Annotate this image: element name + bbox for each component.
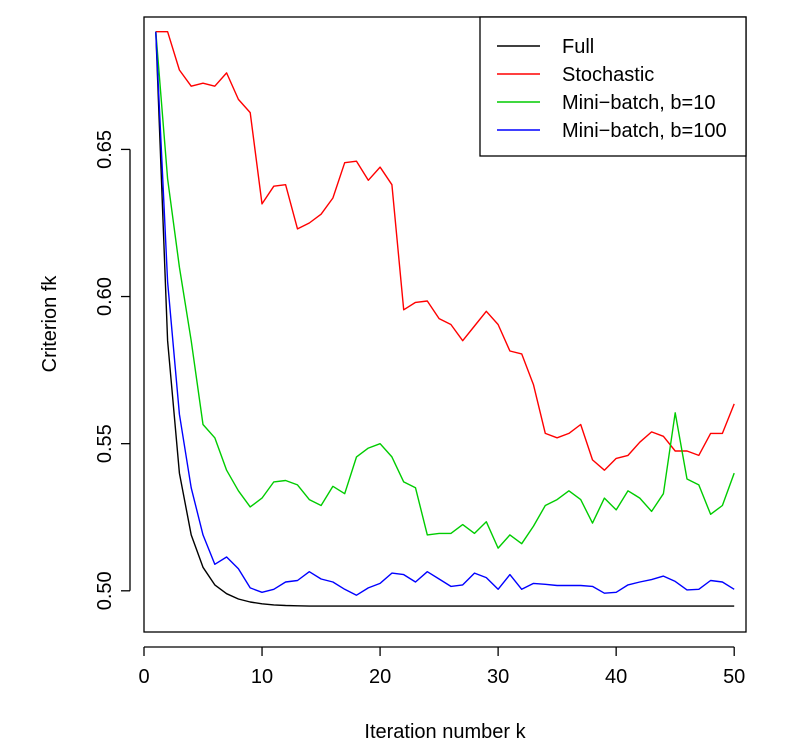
x-tick-label: 10 [251,666,273,688]
x-tick-label: 0 [138,666,149,688]
series-line-1 [155,31,735,471]
x-axis: 0 10 20 30 40 50 [138,646,745,688]
x-tick-label: 40 [605,666,627,688]
x-axis-title: Iteration number k [364,721,526,743]
legend-box [479,16,747,157]
x-tick-label: 50 [723,666,745,688]
y-tick-label: 0.65 [94,130,116,169]
legend-label: Full [562,36,594,58]
y-tick-label: 0.60 [94,277,116,316]
x-tick-label: 20 [369,666,391,688]
legend: Full Stochastic Mini−batch, b=10 Mini−batch… [479,16,747,157]
legend-label: Stochastic [562,64,654,86]
y-axis-title: Criterion fk [39,275,61,373]
x-tick-label: 30 [487,666,509,688]
series-line-3 [155,31,735,596]
y-axis: 0.50 0.55 0.60 0.65 [94,130,131,610]
series-line-0 [155,31,735,607]
y-tick-label: 0.50 [94,571,116,610]
legend-label: Mini−batch, b=100 [562,120,727,142]
series-line-2 [155,31,735,549]
legend-label: Mini−batch, b=10 [562,92,715,114]
plot-frame [143,16,747,633]
series-layer [155,31,735,607]
y-tick-label: 0.55 [94,424,116,463]
